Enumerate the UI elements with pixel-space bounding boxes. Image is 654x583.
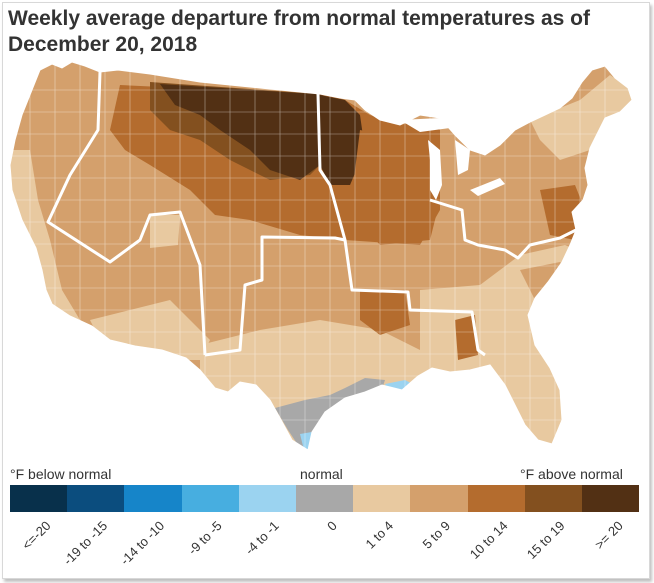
legend-above-label: °F above normal	[520, 466, 623, 482]
boundary-northeast	[429, 198, 581, 260]
legend-swatch	[353, 485, 411, 512]
region-texas-1-to-4	[200, 320, 430, 450]
region-louisiana-below-normal	[385, 380, 420, 402]
legend-swatch	[467, 485, 525, 512]
climate-region-boundaries	[46, 71, 581, 357]
region-mid-atlantic-10-to-14	[540, 185, 585, 240]
boundary-central	[316, 93, 486, 357]
region-great-basin-1-to-4	[150, 215, 180, 248]
legend-swatch	[238, 485, 296, 512]
legend-color-scale	[10, 485, 640, 512]
legend-swatch	[295, 485, 354, 512]
region-arkansas-10-to-14	[360, 290, 410, 335]
legend-below-label: °F below normal	[10, 466, 112, 482]
lake-michigan	[428, 140, 442, 200]
boundary-west	[46, 71, 207, 356]
legend-swatch	[10, 485, 68, 512]
legend-swatch	[524, 485, 582, 512]
map-title: Weekly average departure from normal tem…	[8, 7, 591, 56]
region-alabama-10-to-14	[455, 315, 478, 360]
region-north-20-plus	[160, 84, 365, 185]
legend-swatch	[67, 485, 125, 512]
legend-swatch	[410, 485, 468, 512]
legend-swatch	[124, 485, 182, 512]
boundary-mountain-plains	[204, 235, 346, 357]
lake-huron	[455, 140, 470, 175]
lake-erie	[470, 178, 505, 196]
legend-normal-label: normal	[300, 466, 343, 482]
us-temperature-map	[9, 61, 633, 451]
legend-swatch	[181, 485, 239, 512]
lake-superior	[400, 118, 450, 132]
region-great-lakes-10-to-14	[350, 130, 440, 245]
legend-swatch	[581, 485, 640, 512]
